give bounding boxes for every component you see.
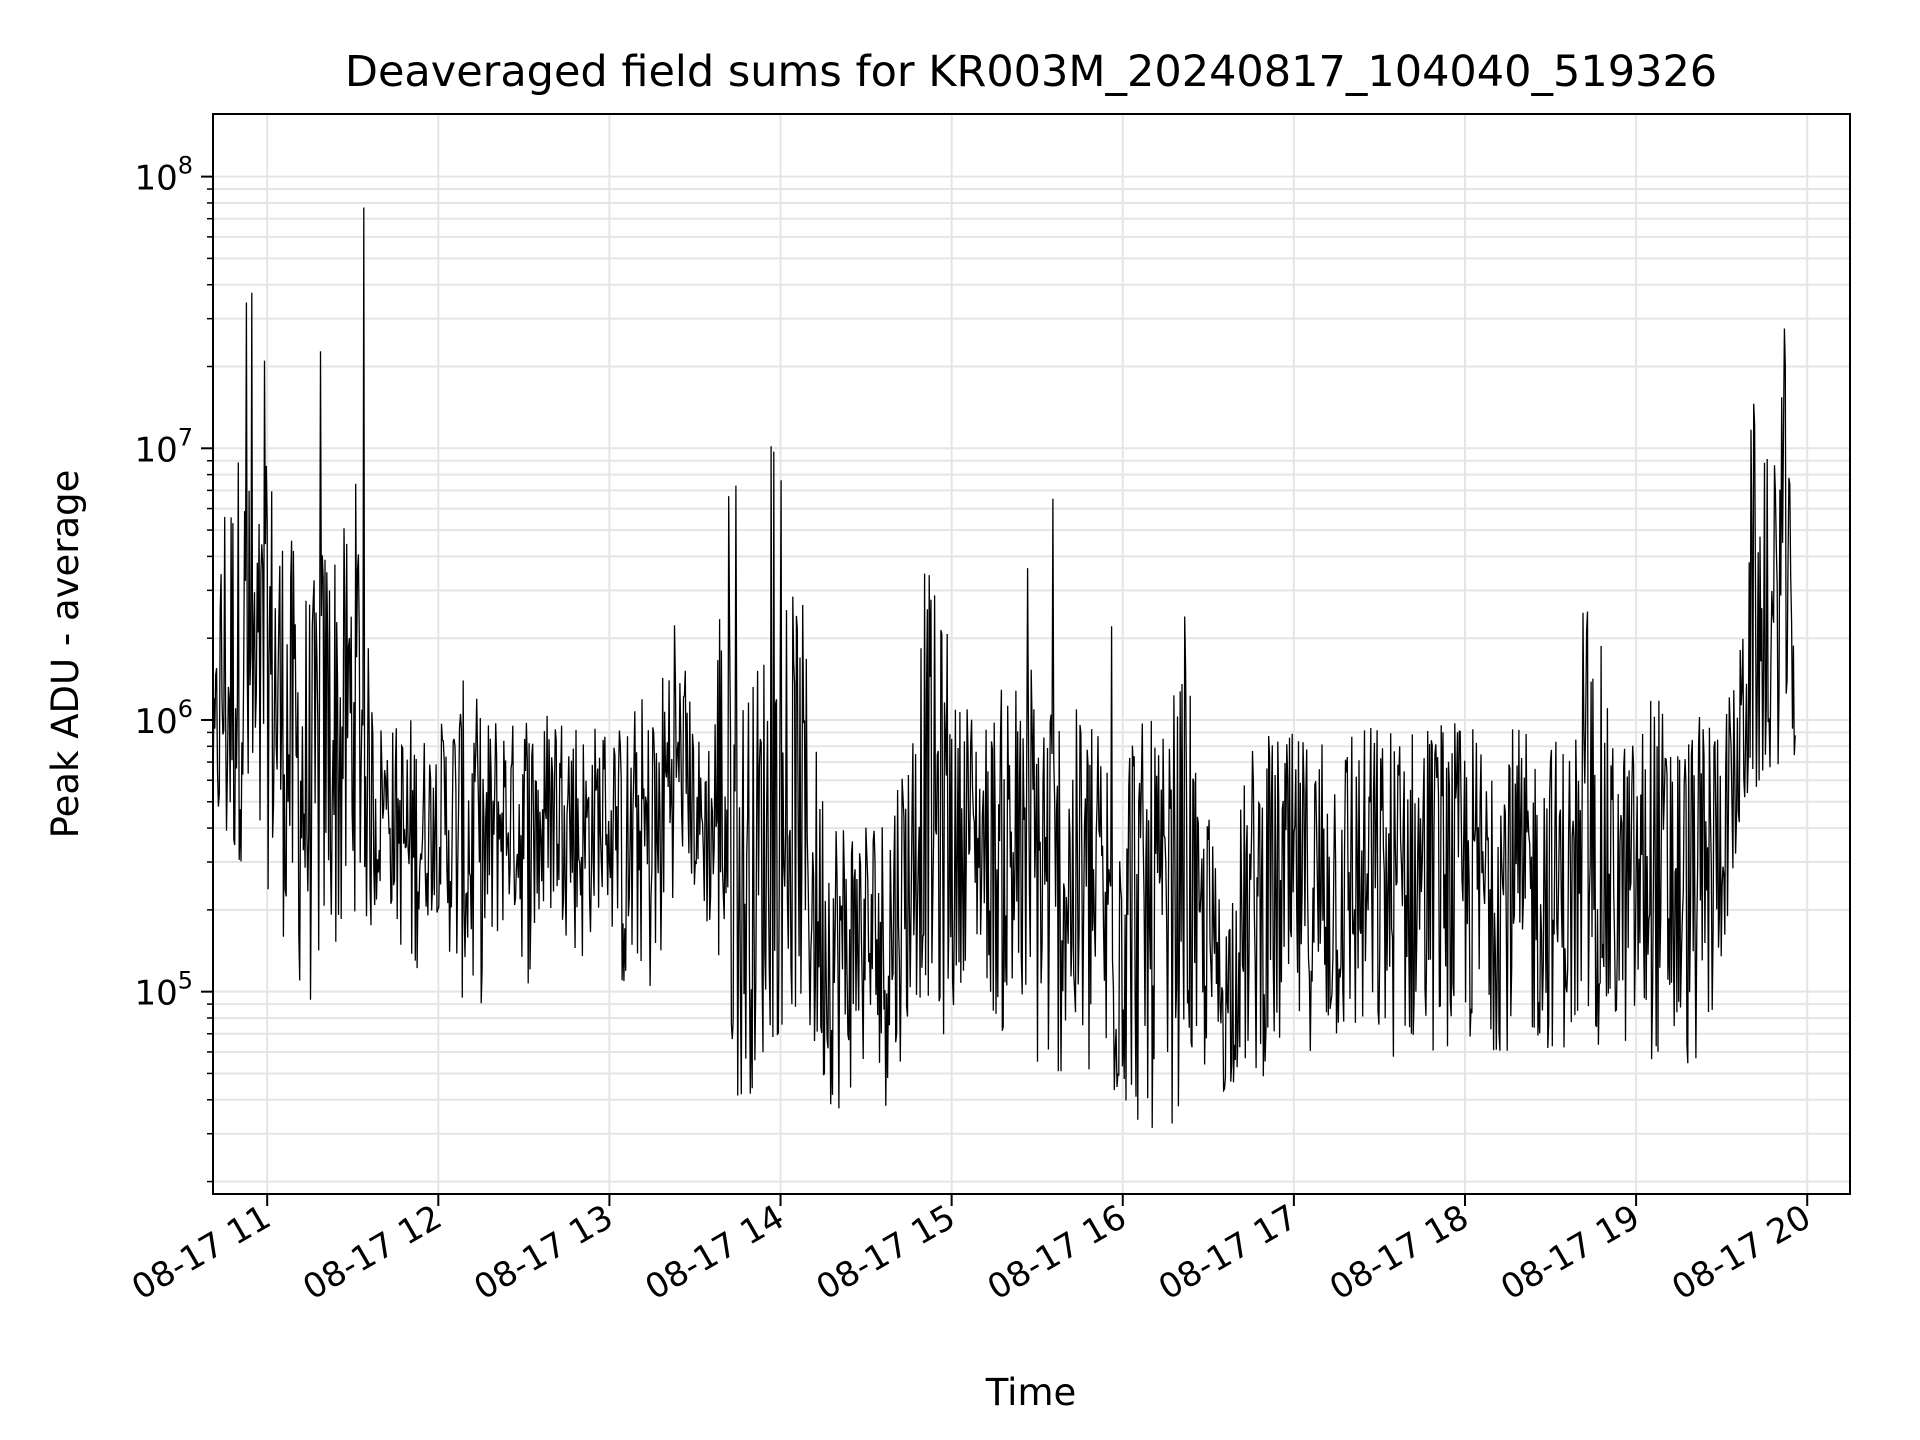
y-tick-label: 107 bbox=[134, 423, 193, 470]
y-tick-label: 106 bbox=[134, 695, 193, 742]
x-axis-label: Time bbox=[985, 1371, 1077, 1414]
y-axis: 105 106 107 108 bbox=[134, 152, 213, 1183]
series-line bbox=[212, 207, 1796, 1128]
plot-frame bbox=[212, 113, 1851, 1195]
y-tick-label: 105 bbox=[134, 967, 193, 1014]
y-axis-label: Peak ADU - average bbox=[44, 470, 87, 839]
series-layer bbox=[212, 207, 1796, 1128]
chart-title: Deaveraged field sums for KR003M_2024081… bbox=[345, 47, 1717, 97]
y-tick-label: 108 bbox=[134, 152, 193, 199]
